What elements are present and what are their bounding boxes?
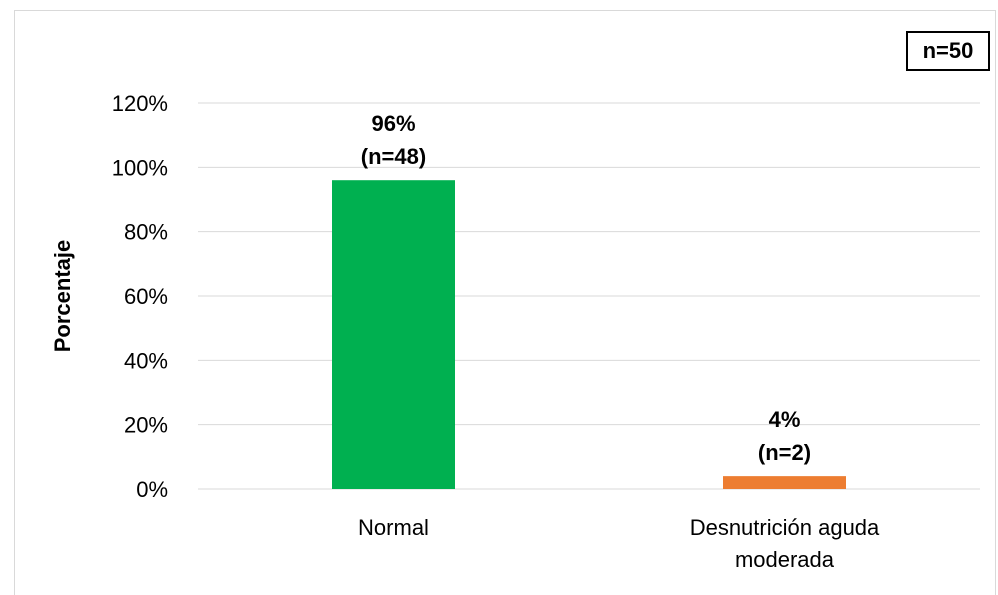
sample-size-badge: n=50	[906, 31, 990, 71]
data-label: (n=2)	[758, 440, 811, 465]
data-label: (n=48)	[361, 144, 426, 169]
y-tick-label: 80%	[124, 220, 168, 245]
data-label: 96%	[371, 111, 415, 136]
y-tick-label: 0%	[136, 477, 168, 502]
bar	[723, 476, 846, 489]
category-label: Normal	[358, 515, 429, 540]
y-tick-label: 20%	[124, 413, 168, 438]
category-label: Desnutrición aguda	[690, 515, 880, 540]
y-tick-label: 40%	[124, 348, 168, 373]
y-axis-label: Porcentaje	[50, 240, 75, 353]
data-label: 4%	[769, 407, 801, 432]
bar	[332, 180, 455, 489]
chart-frame	[14, 10, 996, 595]
y-tick-label: 60%	[124, 284, 168, 309]
y-tick-label: 100%	[112, 155, 168, 180]
y-tick-label: 120%	[112, 91, 168, 116]
category-label: moderada	[735, 547, 835, 572]
